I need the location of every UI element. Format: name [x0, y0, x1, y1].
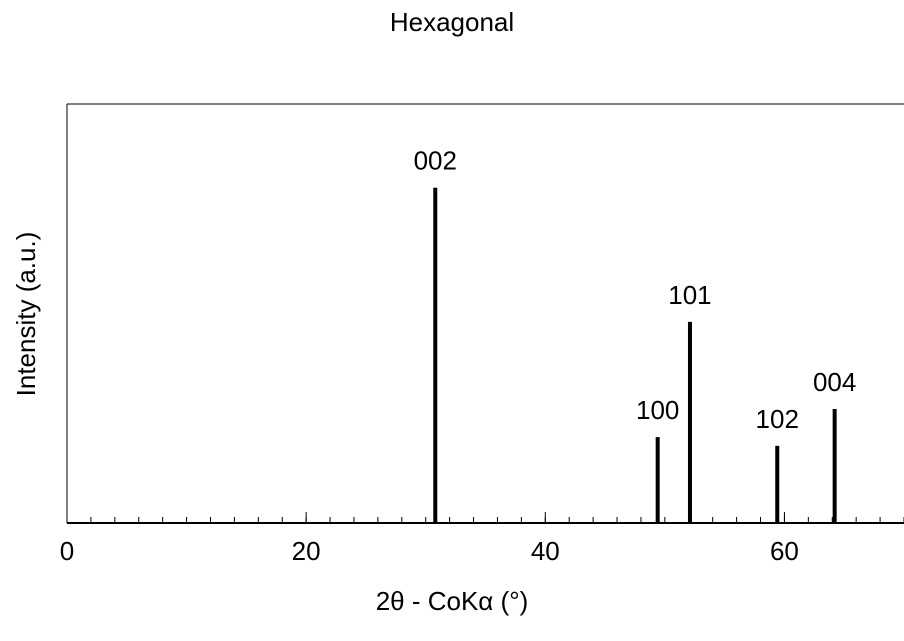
x-axis-label: 2θ - CoKα (°)	[376, 586, 529, 616]
x-tick-label: 60	[770, 536, 799, 566]
peak-label: 100	[636, 395, 679, 425]
x-tick-label: 20	[292, 536, 321, 566]
y-axis-label: Intensity (a.u.)	[11, 232, 41, 397]
x-tick-label: 0	[60, 536, 74, 566]
peak-label: 101	[668, 280, 711, 310]
x-tick-label: 40	[531, 536, 560, 566]
peak-label: 102	[756, 404, 799, 434]
peak-label: 004	[813, 367, 856, 397]
chart-title: Hexagonal	[390, 7, 514, 37]
peak-label: 002	[414, 146, 457, 176]
